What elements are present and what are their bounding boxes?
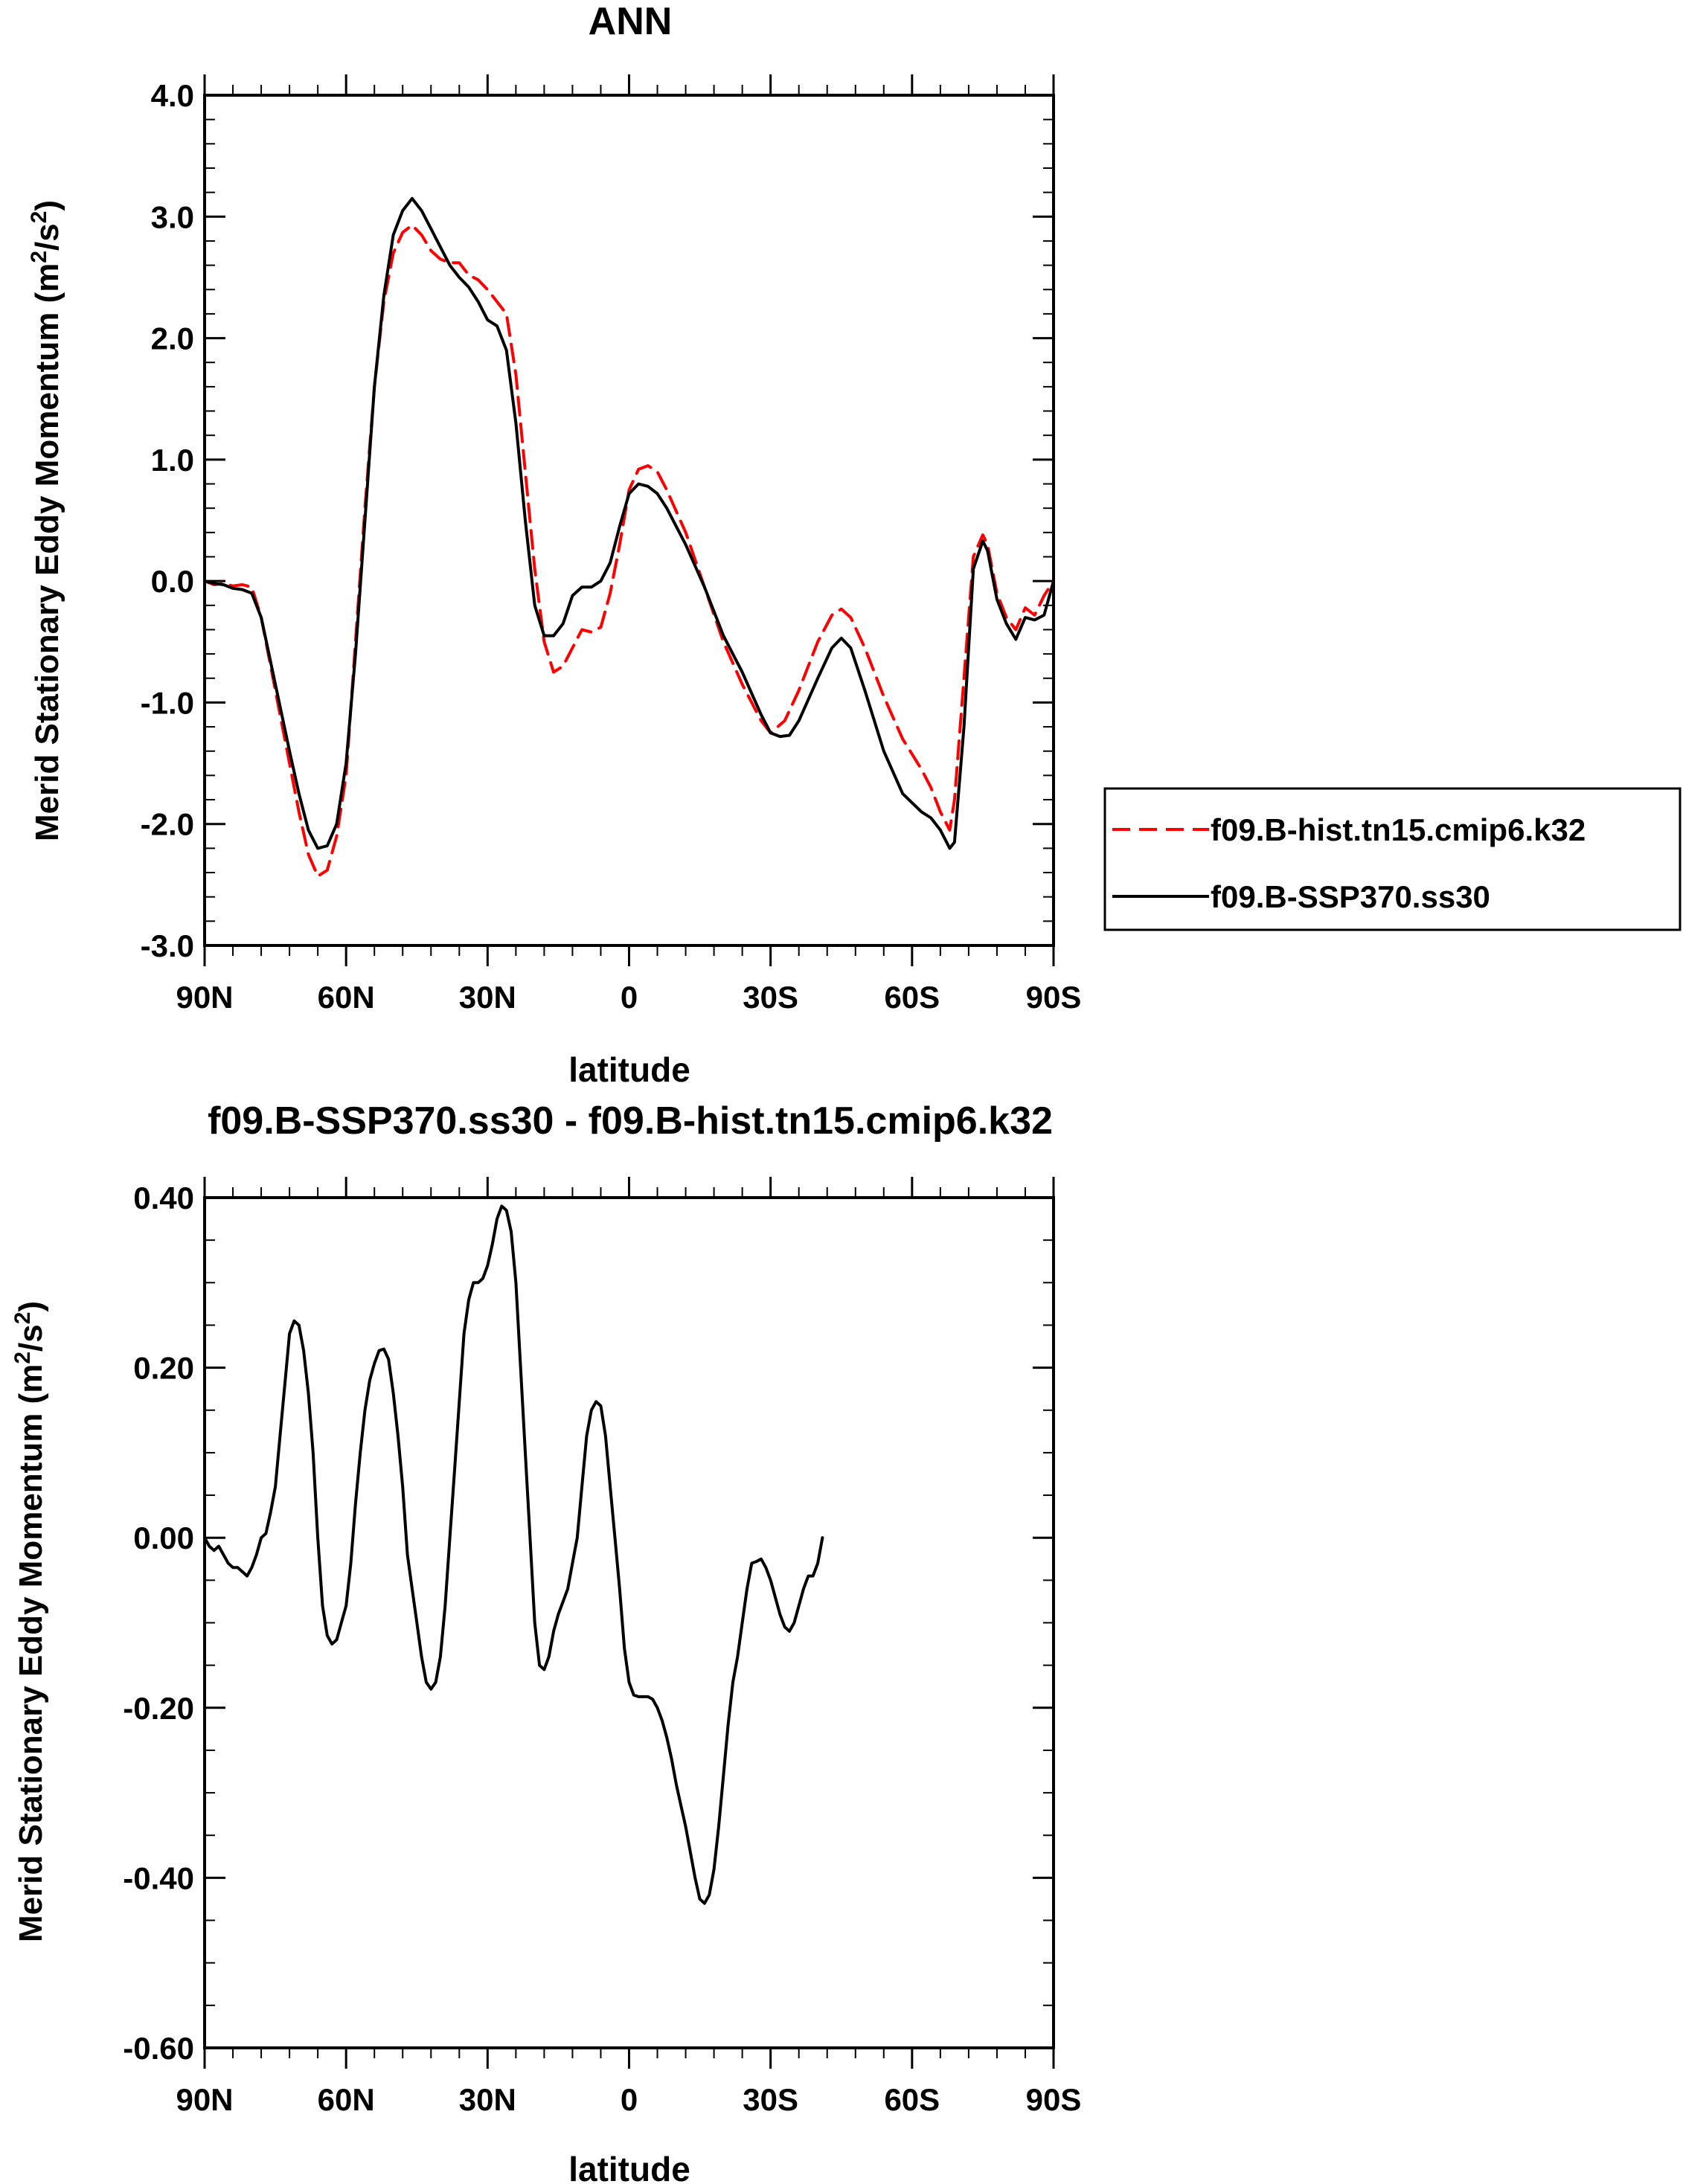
x-tick-label: 90S — [1026, 2082, 1082, 2117]
x-tick-label: 90N — [176, 2082, 233, 2117]
y-tick-label: -2.0 — [141, 807, 194, 842]
y-tick-label: 2.0 — [151, 321, 194, 356]
series-line-2 — [203, 196, 1055, 850]
x-tick-label: 30N — [459, 980, 516, 1015]
series-line-1 — [203, 223, 1055, 878]
y-tick-label: 4.0 — [151, 78, 194, 113]
x-tick-label: 60N — [318, 980, 375, 1015]
y-tick-label: 0.40 — [133, 1181, 194, 1215]
y-tick-label: -3.0 — [141, 928, 194, 963]
x-tick-label: 30S — [743, 2082, 798, 2117]
x-tick-label: 60N — [318, 2082, 375, 2117]
chart-difference: f09.B-SSP370.ss30 - f09.B-hist.tn15.cmip… — [10, 1099, 1081, 2184]
chart-annual-mean: ANN -3.0 -2.0 -1.0 0.0 1.0 2.0 3.0 4.0 90N 60N 30… — [27, 0, 1682, 1089]
series-line-1 — [203, 1204, 824, 1905]
x-tick-label: 90N — [176, 980, 233, 1015]
x-axis: 90N 60N 30N 0 30S 60S 90S — [176, 74, 1081, 1015]
chart-title: f09.B-SSP370.ss30 - f09.B-hist.tn15.cmip… — [208, 1099, 1053, 1143]
legend-label-hist: f09.B-hist.tn15.cmip6.k32 — [1211, 812, 1586, 847]
x-tick-label: 60S — [884, 2082, 940, 2117]
x-tick-label: 90S — [1026, 980, 1082, 1015]
y-axis-label: Merid Stationary Eddy Momentum (m2/s2) — [27, 200, 65, 841]
x-tick-label: 0 — [621, 2082, 638, 2117]
y-axis-label: Merid Stationary Eddy Momentum (m2/s2) — [10, 1301, 49, 1942]
x-tick-label: 60S — [884, 980, 940, 1015]
x-axis: 90N 60N 30N 0 30S 60S 90S — [176, 1177, 1081, 2117]
legend: f09.B-hist.tn15.cmip6.k32 f09.B-SSP370.s… — [1103, 787, 1682, 931]
y-tick-label: 0.20 — [133, 1351, 194, 1386]
y-tick-label: 3.0 — [151, 199, 194, 234]
legend-box — [1103, 787, 1682, 931]
x-axis-label: latitude — [568, 1050, 690, 1089]
y-axis: -3.0 -2.0 -1.0 0.0 1.0 2.0 3.0 4.0 — [141, 78, 1054, 963]
y-tick-label: -0.40 — [123, 1860, 194, 1895]
x-tick-label: 30N — [459, 2082, 516, 2117]
y-tick-label: 0.0 — [151, 564, 194, 599]
x-tick-label: 30S — [743, 980, 798, 1015]
plot-area — [203, 196, 1055, 878]
x-tick-label: 0 — [621, 980, 638, 1015]
y-axis: -0.60 -0.40 -0.20 0.00 0.20 0.40 — [123, 1181, 1054, 2066]
y-tick-label: 0.00 — [133, 1520, 194, 1555]
plot-frame — [203, 94, 1055, 947]
chart-title: ANN — [589, 0, 673, 43]
legend-label-ssp370: f09.B-SSP370.ss30 — [1211, 879, 1490, 914]
y-tick-label: -0.20 — [123, 1691, 194, 1726]
plot-frame — [203, 1196, 1055, 2049]
y-tick-label: -1.0 — [141, 685, 194, 720]
plot-area — [203, 1204, 824, 1905]
y-tick-label: 1.0 — [151, 443, 194, 478]
y-tick-label: -0.60 — [123, 2031, 194, 2066]
x-axis-label: latitude — [568, 2150, 690, 2184]
